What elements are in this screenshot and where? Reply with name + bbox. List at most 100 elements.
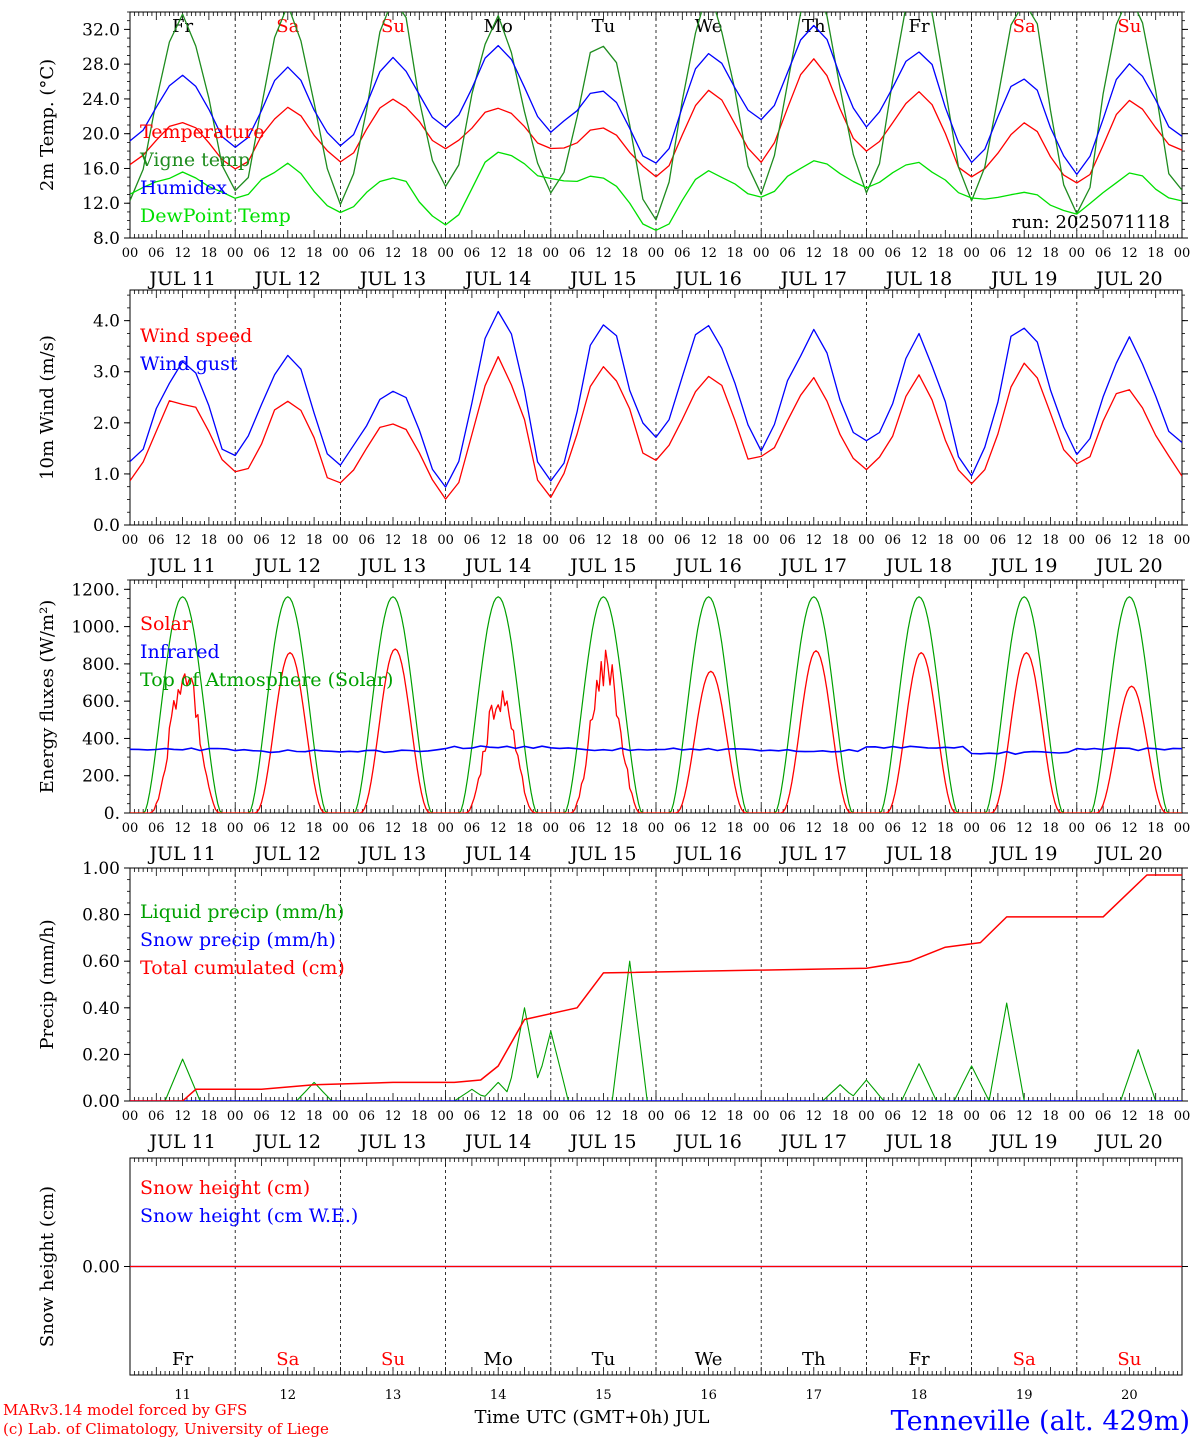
hour-tick-label: 18 bbox=[937, 533, 954, 548]
y-tick-label: 0. bbox=[104, 804, 120, 824]
y-tick-label: 24.0 bbox=[82, 90, 120, 110]
hour-tick-label: 18 bbox=[306, 821, 323, 836]
day-date-label: JUL 12 bbox=[253, 1131, 321, 1153]
y-tick-label: 16.0 bbox=[82, 159, 120, 179]
series-line-solar bbox=[130, 648, 1182, 813]
hour-tick-label: 00 bbox=[963, 246, 980, 261]
hour-tick-label: 18 bbox=[1042, 246, 1059, 261]
y-tick-label: 0.0 bbox=[93, 516, 120, 536]
hour-tick-label: 12 bbox=[174, 246, 191, 261]
series-group bbox=[130, 12, 1182, 231]
hour-tick-label: 12 bbox=[490, 533, 507, 548]
hour-tick-label: 12 bbox=[174, 821, 191, 836]
hour-tick-label: 12 bbox=[911, 246, 928, 261]
hour-tick-label: 06 bbox=[464, 1109, 481, 1124]
hour-tick-label: 06 bbox=[148, 1109, 165, 1124]
hour-tick-label: 12 bbox=[490, 1109, 507, 1124]
hour-tick-label: 18 bbox=[411, 246, 428, 261]
hour-tick-label: 12 bbox=[911, 821, 928, 836]
y-tick-label: 3.0 bbox=[93, 363, 120, 383]
hour-tick-label: 00 bbox=[1174, 821, 1191, 836]
hour-tick-label: 00 bbox=[963, 533, 980, 548]
hour-tick-label: 12 bbox=[280, 246, 297, 261]
hour-tick-label: 18 bbox=[832, 533, 849, 548]
hour-tick-label: 18 bbox=[621, 821, 638, 836]
hour-tick-label: 06 bbox=[358, 1109, 375, 1124]
hour-tick-label: 12 bbox=[1121, 246, 1138, 261]
y-axis-label: Precip (mm/h) bbox=[37, 919, 58, 1049]
day-date-label: JUL 15 bbox=[568, 1131, 636, 1153]
hour-tick-label: 18 bbox=[411, 821, 428, 836]
legend-entry: Top of Atmosphere (Solar) bbox=[140, 669, 393, 691]
series-group bbox=[130, 596, 1182, 813]
hour-tick-label: 18 bbox=[621, 533, 638, 548]
day-date-label: JUL 17 bbox=[779, 268, 847, 290]
legend-entry: Snow height (cm W.E.) bbox=[140, 1205, 358, 1227]
hour-tick-label: 18 bbox=[1147, 1109, 1164, 1124]
hour-tick-label: 06 bbox=[674, 1109, 691, 1124]
day-date-label: JUL 15 bbox=[568, 555, 636, 577]
weekday-label: We bbox=[695, 16, 723, 37]
weekday-label: Mo bbox=[484, 16, 513, 37]
hour-tick-label: 00 bbox=[543, 533, 560, 548]
weekday-label: Su bbox=[1117, 1349, 1141, 1370]
hour-tick-label: 12 bbox=[174, 533, 191, 548]
hour-tick-label: 18 bbox=[937, 246, 954, 261]
hour-tick-label: 18 bbox=[1147, 821, 1164, 836]
day-date-label: JUL 17 bbox=[779, 843, 847, 865]
day-date-label: JUL 16 bbox=[673, 1131, 741, 1153]
y-tick-label: 0.80 bbox=[82, 906, 120, 926]
hour-tick-label: 12 bbox=[490, 246, 507, 261]
hour-tick-label: 12 bbox=[595, 1109, 612, 1124]
day-date-label: JUL 16 bbox=[673, 268, 741, 290]
hour-tick-label: 06 bbox=[464, 246, 481, 261]
day-date-label: JUL 20 bbox=[1094, 555, 1162, 577]
hour-tick-label: 12 bbox=[700, 246, 717, 261]
hour-tick-label: 00 bbox=[332, 821, 349, 836]
day-date-label: JUL 12 bbox=[253, 555, 321, 577]
hour-tick-label: 12 bbox=[280, 821, 297, 836]
series-line-3 bbox=[130, 151, 1182, 231]
y-tick-label: 0.60 bbox=[82, 952, 120, 972]
y-axis-label: 2m Temp. (°C) bbox=[37, 59, 58, 191]
panel-3: 0. 200. 400. 600. 800. 1000. 1200. Energy fluxe… bbox=[37, 579, 1191, 865]
hour-tick-label: 00 bbox=[648, 1109, 665, 1124]
day-number-label: 19 bbox=[1016, 1388, 1033, 1403]
station-name: Tenneville (alt. 429m) bbox=[891, 1406, 1190, 1437]
hour-tick-label: 06 bbox=[990, 246, 1007, 261]
hour-tick-label: 12 bbox=[806, 821, 823, 836]
legend-entry: Snow height (cm) bbox=[140, 1177, 310, 1199]
hour-tick-label: 12 bbox=[806, 533, 823, 548]
panel-5: 0.00 Snow height (cm) Fr 11 Sa 12 Su 13 Mo 14 Tu 15… bbox=[37, 1157, 1188, 1403]
day-date-label: JUL 20 bbox=[1094, 268, 1162, 290]
weekday-label: Su bbox=[381, 16, 405, 37]
hour-tick-label: 06 bbox=[779, 1109, 796, 1124]
weekday-label: Fr bbox=[172, 1349, 193, 1370]
y-tick-label: 400. bbox=[82, 729, 120, 749]
day-date-label: JUL 11 bbox=[147, 843, 215, 865]
hour-tick-label: 06 bbox=[569, 1109, 586, 1124]
series-line-liquid bbox=[130, 960, 1182, 1101]
hour-tick-label: 00 bbox=[332, 246, 349, 261]
hour-tick-label: 00 bbox=[122, 1109, 139, 1124]
hour-tick-label: 06 bbox=[990, 533, 1007, 548]
panel-2: 0.0 1.0 2.0 3.0 4.0 10m Wind (m/s) 00 06 12 18 JUL… bbox=[37, 289, 1190, 577]
hour-tick-label: 00 bbox=[227, 1109, 244, 1124]
weekday-label: Su bbox=[1117, 16, 1141, 37]
hour-tick-label: 18 bbox=[832, 246, 849, 261]
hour-tick-label: 12 bbox=[806, 246, 823, 261]
hour-tick-label: 00 bbox=[227, 821, 244, 836]
hour-tick-label: 00 bbox=[963, 821, 980, 836]
hour-tick-label: 06 bbox=[569, 246, 586, 261]
day-date-label: JUL 20 bbox=[1094, 1131, 1162, 1153]
hour-tick-label: 18 bbox=[727, 1109, 744, 1124]
hour-tick-label: 12 bbox=[595, 533, 612, 548]
hour-tick-label: 00 bbox=[122, 821, 139, 836]
day-date-label: JUL 13 bbox=[358, 843, 426, 865]
weekday-label: Th bbox=[802, 1349, 826, 1370]
hour-tick-label: 06 bbox=[358, 533, 375, 548]
hour-tick-label: 18 bbox=[832, 821, 849, 836]
weekday-label: Tu bbox=[592, 1349, 616, 1370]
day-date-label: JUL 15 bbox=[568, 843, 636, 865]
